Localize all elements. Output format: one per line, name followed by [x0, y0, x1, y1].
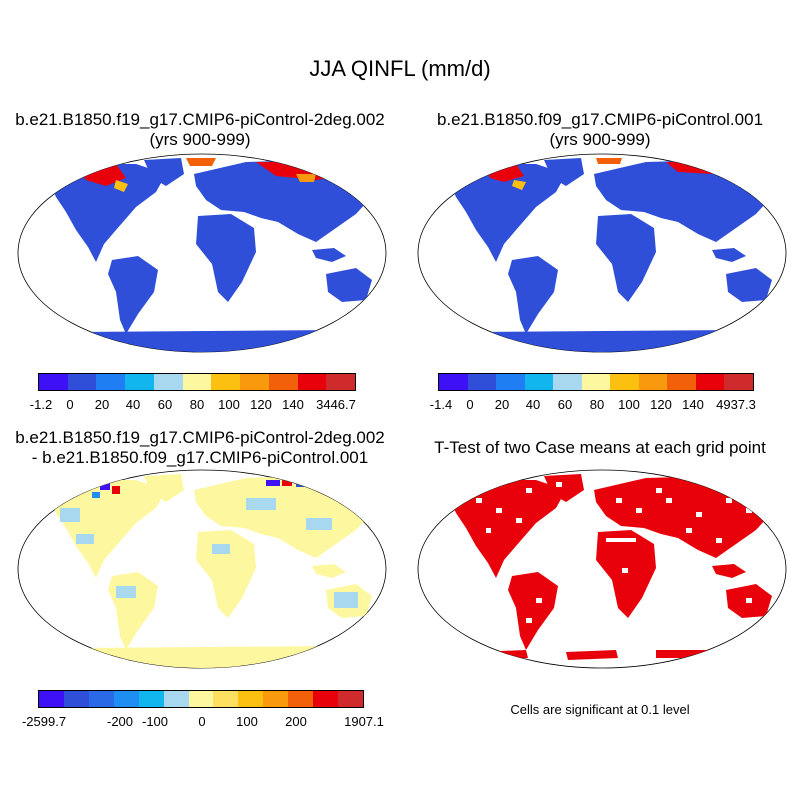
- panel1-cbar-box: [211, 374, 241, 390]
- panel2-title-line2: (yrs 900-999): [549, 130, 651, 149]
- panel1-cbar-box: [125, 374, 154, 390]
- panel1-cbar-label: 3446.7: [316, 397, 356, 412]
- panel3-cbar-box: [238, 691, 264, 707]
- panel2-cbar-label: -1.4: [429, 397, 453, 412]
- panel2-cbar-box: [667, 374, 696, 390]
- main-title: JJA QINFL (mm/d): [309, 56, 491, 81]
- panel1-cbar-box: [240, 374, 269, 390]
- panel3-colorbar: [38, 690, 364, 708]
- panel3-map: [17, 469, 387, 669]
- panel3-title-line2: - b.e21.B1850.f09_g17.CMIP6-piControl.00…: [31, 448, 369, 467]
- panel2-title-line1: b.e21.B1850.f09_g17.CMIP6-piControl.001: [436, 110, 764, 129]
- panel3-cbar-box: [338, 691, 363, 707]
- panel1-land: [46, 158, 376, 352]
- panel1-cbar-label: 0: [66, 397, 74, 412]
- panel1-title: b.e21.B1850.f19_g17.CMIP6-piControl-2deg…: [0, 110, 400, 150]
- panel3-cbar-box: [113, 691, 139, 707]
- panel2-land: [446, 158, 776, 352]
- panel1-cbar-label: -1.2: [29, 397, 53, 412]
- panel1-cbar-box: [39, 374, 68, 390]
- panel1-cbar-label: 40: [125, 397, 141, 412]
- panel2-cbar-box: [610, 374, 639, 390]
- panel2-cbar-box: [553, 374, 582, 390]
- panel1-cbar-box: [297, 374, 327, 390]
- panel3-cbar-box: [163, 691, 189, 707]
- panel1-cbar-label: 20: [94, 397, 110, 412]
- panel4-title: T-Test of two Case means at each grid po…: [400, 438, 800, 458]
- panel2-cbar-label: 80: [589, 397, 605, 412]
- panel1-cbar-label: 120: [250, 397, 272, 412]
- panel1-cbar-box: [182, 374, 212, 390]
- panel3-cbar-box: [88, 691, 114, 707]
- panel4-land: [446, 474, 776, 660]
- panel2-cbar-box: [724, 374, 754, 390]
- panel1-title-line2: (yrs 900-999): [149, 130, 251, 149]
- panel1-title-line1: b.e21.B1850.f19_g17.CMIP6-piControl-2deg…: [15, 110, 385, 129]
- panel1-cbar-box: [67, 374, 97, 390]
- panel1-cbar-box: [96, 374, 126, 390]
- panel2-colorbar: [438, 373, 754, 391]
- panel2-cbar-box: [695, 374, 725, 390]
- panel2-cbar-label: 140: [682, 397, 704, 412]
- panel3-cbar-label: 200: [285, 714, 307, 729]
- panel2-cbar-label: 0: [466, 397, 474, 412]
- panel3-cbar-box: [288, 691, 314, 707]
- panel1-cbar-box: [326, 374, 356, 390]
- panel3-cbar-label: 1907.1: [344, 714, 384, 729]
- panel2-map: [417, 153, 787, 353]
- panel1-cbar-box: [153, 374, 183, 390]
- panel2-title: b.e21.B1850.f09_g17.CMIP6-piControl.001 …: [400, 110, 800, 150]
- panel2-cbar-label: 20: [494, 397, 510, 412]
- panel2-cbar-box: [581, 374, 611, 390]
- panel1-colorbar: [38, 373, 356, 391]
- panel3-cbar-box: [263, 691, 289, 707]
- panel1-cbar-label: 100: [218, 397, 240, 412]
- panel2-cbar-box: [467, 374, 497, 390]
- panel2-cbar-label: 100: [618, 397, 640, 412]
- panel2-cbar-box: [496, 374, 525, 390]
- panel3-cbar-box: [213, 691, 239, 707]
- panel3-cbar-box: [138, 691, 164, 707]
- panel1-cbar-label: 140: [282, 397, 304, 412]
- panel3-cbar-box: [63, 691, 89, 707]
- panel1-cbar-label: 80: [189, 397, 205, 412]
- panel3-cbar-label: -200: [106, 714, 134, 729]
- panel2-cbar-label: 4937.3: [716, 397, 756, 412]
- panel3-cbar-label: 0: [198, 714, 206, 729]
- panel3-cbar-label: -100: [141, 714, 169, 729]
- panel2-cbar-box: [524, 374, 554, 390]
- panel2-cbar-box: [638, 374, 668, 390]
- panel2-cbar-label: 60: [557, 397, 573, 412]
- significance-note: Cells are significant at 0.1 level: [510, 702, 690, 717]
- panel4-map: [417, 469, 787, 669]
- panel3-title-line1: b.e21.B1850.f19_g17.CMIP6-piControl-2deg…: [15, 428, 385, 447]
- panel1-map: [17, 153, 387, 353]
- panel3-title: b.e21.B1850.f19_g17.CMIP6-piControl-2deg…: [0, 428, 400, 468]
- panel3-cbar-label: -2599.7: [21, 714, 67, 729]
- panel2-cbar-box: [439, 374, 468, 390]
- panel2-cbar-label: 120: [650, 397, 672, 412]
- panel2-cbar-label: 40: [525, 397, 541, 412]
- panel4-title-line1: T-Test of two Case means at each grid po…: [434, 438, 766, 457]
- panel3-cbar-label: 100: [236, 714, 258, 729]
- panel3-cbar-box: [313, 691, 339, 707]
- panel3-cbar-box: [188, 691, 214, 707]
- panel1-cbar-box: [268, 374, 298, 390]
- panel1-cbar-label: 60: [157, 397, 173, 412]
- panel3-cbar-box: [39, 691, 64, 707]
